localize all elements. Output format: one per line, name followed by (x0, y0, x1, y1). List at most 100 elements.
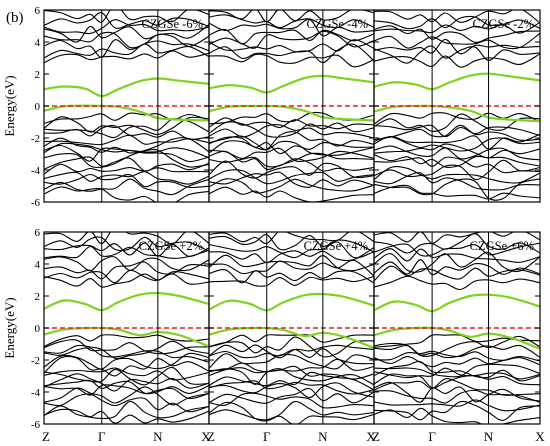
band-line (374, 113, 540, 132)
band-line (209, 39, 374, 53)
panel-title: CZGSe -4% (307, 17, 368, 31)
y-tick-label: -6 (31, 197, 41, 209)
band-line (209, 53, 374, 68)
y-tick-label: -2 (31, 133, 40, 145)
band-line (44, 355, 209, 377)
plot-area (44, 232, 209, 424)
band-line (209, 268, 374, 284)
band-line (374, 265, 540, 282)
band-line (44, 156, 209, 172)
band-line (374, 350, 540, 366)
band-line (44, 171, 209, 185)
plot-area (209, 10, 374, 202)
panel-label: (b) (6, 10, 24, 26)
band-line (44, 186, 209, 202)
band-line (44, 347, 209, 363)
valence-band-line (209, 104, 374, 122)
k-point-label: N (318, 429, 328, 444)
band-line (44, 31, 209, 49)
chart-panel: CZGSe -4% (208, 9, 375, 203)
plot-area (374, 232, 540, 424)
band-line (209, 371, 374, 391)
band-line (44, 178, 209, 196)
chart-panel: -6 -4 -2 0 2 4 6 Energy(eV) Z Γ N X CZGSe +2% (2, 227, 211, 444)
band-line (374, 259, 540, 276)
band-line (374, 166, 540, 184)
y-tick-label: 4 (35, 259, 41, 271)
band-line (209, 150, 374, 171)
band-line (44, 116, 209, 136)
y-axis-label: Energy(eV) (2, 297, 17, 358)
band-line (44, 366, 209, 386)
band-line (374, 367, 540, 380)
band-line (44, 334, 209, 348)
band-line (374, 363, 540, 378)
band-line (374, 248, 540, 263)
band-line (44, 232, 209, 245)
band-line (44, 400, 209, 419)
band-line (374, 124, 540, 142)
band-line (374, 32, 540, 50)
band-line (374, 184, 540, 200)
band-line (374, 136, 540, 152)
band-line (374, 178, 540, 201)
y-tick-label: 0 (35, 101, 41, 113)
band-line (44, 134, 209, 146)
y-tick-label: -2 (31, 355, 40, 367)
band-line (44, 384, 209, 400)
band-line (209, 186, 374, 202)
y-tick-label: -6 (31, 419, 41, 431)
band-line (209, 254, 374, 272)
band-line (44, 373, 209, 392)
k-point-label: Z (42, 429, 50, 444)
k-point-label: X (201, 429, 211, 444)
band-line (44, 367, 209, 381)
band-line (374, 251, 540, 273)
band-line (44, 43, 209, 59)
band-line (209, 275, 374, 287)
band-line (374, 15, 540, 30)
band-line (374, 143, 540, 159)
band-line (44, 39, 209, 58)
panel-title: CZGSe +6% (470, 239, 534, 253)
plot-area (209, 232, 374, 424)
k-point-label: Γ (428, 429, 436, 444)
band-line (374, 381, 540, 403)
band-line (374, 45, 540, 64)
band-line (209, 247, 374, 264)
chart-panel: -6 -4 -2 0 2 4 6 Energy(eV) CZGSe -6% (2, 5, 210, 209)
band-line (44, 408, 209, 424)
band-line (44, 125, 209, 140)
conduction-band-line (374, 293, 540, 313)
band-line (44, 269, 209, 284)
valence-band-line (374, 326, 540, 350)
band-line (209, 344, 374, 359)
band-line (374, 172, 540, 191)
valence-band-line (44, 326, 209, 348)
y-tick-label: 2 (35, 69, 41, 81)
band-line (374, 159, 540, 181)
band-line (374, 335, 540, 358)
conduction-band-line (44, 291, 209, 312)
plot-area (374, 10, 540, 201)
band-line (209, 380, 374, 395)
band-line (209, 147, 374, 163)
band-line (44, 242, 209, 257)
panel-title: CZGSe -2% (473, 17, 534, 31)
band-line (209, 124, 374, 139)
band-line (374, 400, 540, 421)
band-line (374, 334, 540, 348)
band-line (209, 368, 374, 386)
panel-title: CZGSe +2% (139, 239, 203, 253)
k-point-label: N (153, 429, 163, 444)
band-line (44, 19, 209, 35)
band-line (374, 112, 540, 125)
band-line (44, 256, 209, 272)
y-tick-label: 2 (35, 291, 41, 303)
band-line (374, 133, 540, 150)
band-line (209, 117, 374, 130)
band-line (209, 140, 374, 156)
band-line (209, 387, 374, 404)
band-line (209, 10, 374, 23)
